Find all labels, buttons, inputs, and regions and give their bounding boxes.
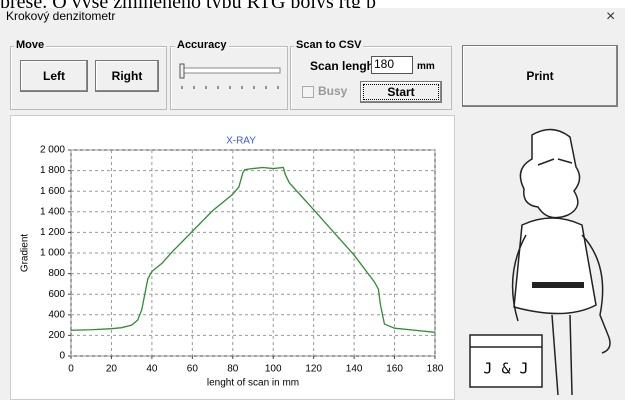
y-tick-label: 1 800 xyxy=(40,165,65,176)
slider-thumb[interactable] xyxy=(180,64,184,78)
x-tick-label: 160 xyxy=(386,364,403,375)
x-tick-label: 20 xyxy=(106,364,118,375)
close-button[interactable]: × xyxy=(606,8,615,26)
busy-checkbox[interactable] xyxy=(302,86,314,98)
slider-track xyxy=(180,68,280,73)
x-tick-label: 140 xyxy=(346,364,363,375)
start-button[interactable]: Start xyxy=(360,81,442,103)
slider-ticks xyxy=(182,86,278,89)
y-tick-label: 1 400 xyxy=(40,206,65,217)
y-tick-label: 1 000 xyxy=(40,248,65,259)
scan-title: Scan to CSV xyxy=(294,39,363,51)
move-title: Move xyxy=(14,39,46,51)
x-tick-label: 40 xyxy=(146,364,158,375)
right-button[interactable]: Right xyxy=(95,60,159,92)
toolbox-label: J & J xyxy=(483,360,528,378)
y-tick-label: 400 xyxy=(48,309,65,320)
x-tick-label: 0 xyxy=(68,364,74,375)
y-tick-label: 1 200 xyxy=(40,227,65,238)
page: přeše. O výše zmíněného typu RTG polys r… xyxy=(0,0,625,400)
illustration: J & J xyxy=(462,115,622,398)
y-tick-label: 800 xyxy=(48,268,65,279)
length-label: Scan lenght xyxy=(310,59,378,73)
x-tick-label: 100 xyxy=(265,364,282,375)
window-title: Krokový denzitometr xyxy=(6,9,115,23)
length-unit: mm xyxy=(417,61,435,72)
x-tick-label: 60 xyxy=(187,364,199,375)
x-tick-label: 120 xyxy=(305,364,322,375)
chart-title: X-RAY xyxy=(226,136,256,147)
y-tick-label: 0 xyxy=(59,351,65,362)
print-button[interactable]: Print xyxy=(462,45,618,107)
x-tick-label: 180 xyxy=(427,364,444,375)
accuracy-title: Accuracy xyxy=(175,39,229,51)
y-tick-label: 600 xyxy=(48,289,65,300)
accuracy-slider[interactable] xyxy=(176,62,282,94)
busy-label: Busy xyxy=(318,84,347,98)
y-tick-label: 1 600 xyxy=(40,186,65,197)
length-input[interactable]: 180 xyxy=(371,56,413,74)
y-axis-label: Gradient xyxy=(20,234,31,273)
chart: X-RAY lenght of scan in mm Gradient 0200… xyxy=(10,115,455,400)
left-button[interactable]: Left xyxy=(20,60,88,92)
x-tick-label: 80 xyxy=(227,364,239,375)
y-tick-label: 2 000 xyxy=(40,145,65,156)
x-axis-label: lenght of scan in mm xyxy=(207,378,299,389)
y-tick-label: 200 xyxy=(48,330,65,341)
